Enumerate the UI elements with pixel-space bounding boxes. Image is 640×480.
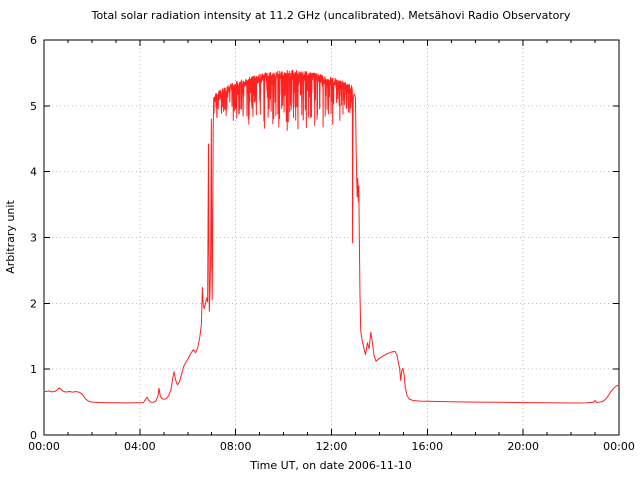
chart-title: Total solar radiation intensity at 11.2 …	[91, 9, 571, 22]
y-tick-label: 6	[30, 34, 37, 47]
x-tick-label: 16:00	[411, 440, 443, 453]
y-axis-label: Arbitrary unit	[4, 200, 17, 274]
x-tick-label: 00:00	[603, 440, 635, 453]
x-tick-label: 12:00	[316, 440, 348, 453]
plot-frame	[43, 39, 620, 436]
y-tick-label: 3	[30, 232, 37, 245]
y-tick-labels: 0 1 2 3 4 5 6	[30, 34, 37, 442]
x-tick-label: 04:00	[124, 440, 156, 453]
y-tick-label: 2	[30, 297, 37, 310]
x-axis-label: Time UT, on date 2006-11-10	[249, 459, 412, 472]
x-tick-label: 08:00	[220, 440, 252, 453]
y-tick-label: 1	[30, 363, 37, 376]
x-tick-label: 00:00	[28, 440, 60, 453]
x-tick-label: 20:00	[507, 440, 539, 453]
y-tick-label: 0	[30, 429, 37, 442]
y-tick-label: 4	[30, 166, 37, 179]
x-tick-labels: 00:00 04:00 08:00 12:00 16:00 20:00 00:00	[28, 440, 635, 453]
series-line	[43, 69, 620, 404]
y-tick-label: 5	[30, 100, 37, 113]
